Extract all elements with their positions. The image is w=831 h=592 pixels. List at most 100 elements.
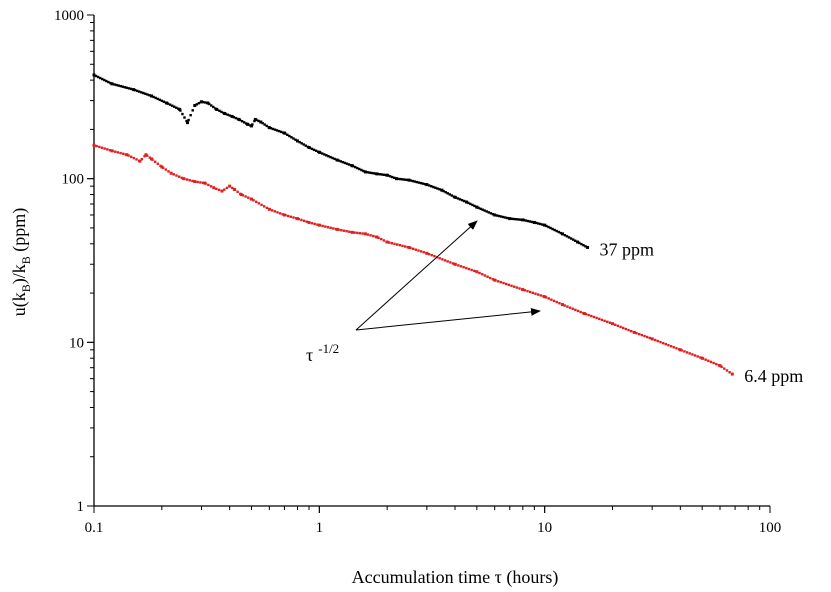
trace-point	[571, 307, 574, 310]
trace-point	[286, 133, 289, 136]
trace-point	[467, 267, 471, 271]
trace-point	[507, 283, 511, 287]
trace-point	[106, 148, 109, 151]
trace-point	[148, 156, 152, 159]
trace-point	[545, 224, 548, 228]
trace-point	[582, 244, 585, 247]
trace-point	[648, 336, 652, 340]
arrow-to-black-series	[355, 220, 478, 331]
trace-point	[94, 74, 98, 78]
trace-point	[96, 75, 100, 79]
trace-point	[691, 353, 694, 356]
trace-point	[98, 76, 102, 80]
trace-point	[518, 218, 521, 221]
trace-point	[263, 123, 266, 126]
trace-point	[580, 242, 583, 246]
trace-point	[413, 180, 417, 183]
trace-point	[160, 99, 164, 102]
y-axis-title: u(kB)/kB (ppm)	[9, 208, 33, 317]
trace-point	[181, 112, 184, 116]
trace-point	[281, 213, 285, 216]
trace-point	[563, 304, 566, 307]
trace-point	[598, 317, 601, 321]
trace-point	[566, 305, 569, 308]
trace-point	[296, 139, 299, 143]
trace-point	[324, 225, 327, 228]
trace-point	[432, 185, 435, 189]
trace-point	[553, 228, 556, 232]
trace-point	[175, 106, 178, 109]
trace-point	[185, 178, 189, 181]
trace-point	[555, 229, 558, 233]
trace-point	[107, 80, 110, 84]
trace-point	[343, 161, 347, 165]
trace-point	[263, 205, 266, 208]
trace-point	[499, 215, 503, 218]
trace-point	[693, 354, 697, 357]
trace-point	[191, 109, 194, 112]
series-end-label: 37 ppm	[600, 239, 655, 259]
trace-point	[534, 221, 538, 225]
trace-point	[308, 146, 312, 150]
trace-point	[723, 367, 726, 370]
trace-point	[292, 137, 295, 140]
trace-point	[117, 84, 120, 87]
trace-point	[143, 155, 146, 158]
trace-point	[329, 226, 332, 230]
trace-point	[542, 295, 545, 298]
trace-point	[571, 238, 575, 241]
data-point	[160, 165, 164, 169]
trace-point	[358, 167, 361, 171]
trace-point	[92, 73, 96, 77]
trace-point	[483, 274, 487, 277]
trace-point	[547, 225, 550, 229]
trace-point	[222, 111, 225, 115]
trace-point	[656, 339, 659, 343]
trace-point	[267, 126, 271, 129]
trace-point	[619, 325, 622, 329]
trace-point	[378, 173, 382, 176]
trace-point	[167, 170, 170, 173]
trace-point	[360, 168, 363, 172]
trace-point	[680, 349, 683, 352]
trace-point	[242, 121, 246, 124]
trace-point	[725, 369, 729, 372]
trace-point	[595, 316, 598, 320]
x-tick-label: 0.1	[85, 520, 104, 536]
trace-point	[177, 107, 180, 110]
trace-point	[273, 128, 277, 131]
trace-point	[632, 331, 636, 334]
trace-point	[356, 231, 359, 235]
trace-point	[390, 175, 394, 179]
trace-point	[454, 196, 458, 199]
trace-point	[119, 84, 122, 88]
trace-point	[515, 286, 519, 289]
trace-point	[518, 287, 521, 290]
trace-point	[411, 179, 414, 183]
ylabel-part: u(k	[9, 292, 30, 316]
trace-point	[225, 186, 229, 190]
trace-point	[640, 333, 644, 337]
trace-point	[337, 228, 340, 231]
trace-point	[284, 214, 287, 217]
trace-point	[100, 146, 104, 149]
trace-point	[481, 273, 484, 276]
trace-point	[268, 208, 271, 211]
trace-point	[217, 188, 221, 192]
trace-point	[405, 178, 408, 182]
trace-point	[257, 202, 261, 205]
trace-point	[212, 105, 215, 109]
trace-point	[551, 227, 554, 231]
trace-point	[132, 156, 136, 160]
trace-point	[144, 92, 147, 96]
trace-point	[688, 352, 691, 355]
trace-point	[306, 145, 310, 149]
trace-point	[166, 102, 170, 105]
trace-point	[630, 329, 633, 333]
tau-exponent: -1/2	[318, 341, 339, 356]
trace-point	[150, 94, 153, 98]
trace-point	[421, 182, 425, 185]
trace-point	[578, 241, 581, 245]
trace-point	[108, 149, 112, 152]
trace-point	[255, 118, 258, 122]
